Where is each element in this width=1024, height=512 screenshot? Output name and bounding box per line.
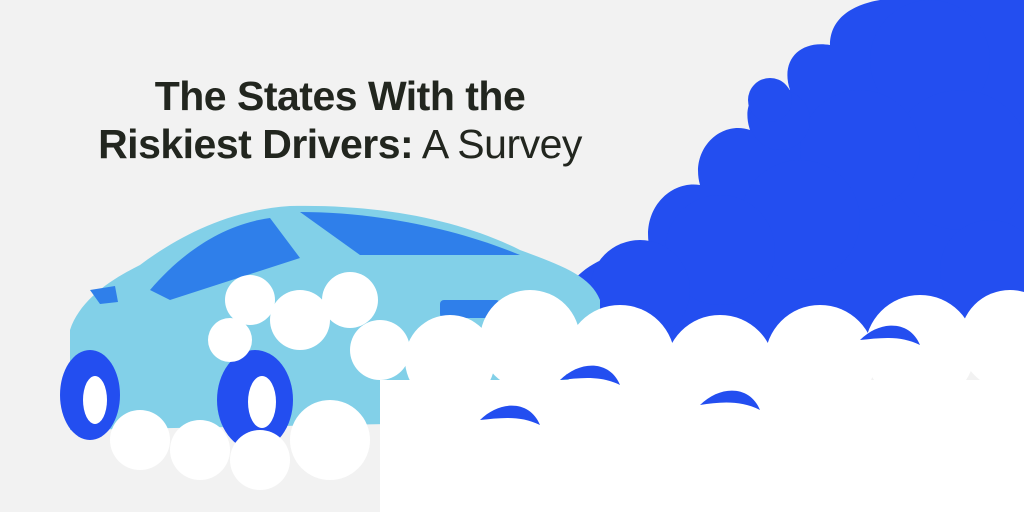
blue-smoke-accents <box>480 325 920 425</box>
title-line-2: Riskiest Drivers: A Survey <box>60 120 620 168</box>
car-taillight <box>440 300 500 318</box>
page-title: The States With the Riskiest Drivers: A … <box>60 72 620 168</box>
title-line-1: The States With the <box>154 73 526 119</box>
title-bold: Riskiest Drivers: <box>98 121 414 167</box>
white-smoke-cloud <box>110 272 1024 512</box>
blue-smoke-cloud <box>560 0 1024 360</box>
car-window-rear <box>300 212 520 255</box>
car-window-front <box>150 218 300 300</box>
title-regular: A Survey <box>421 121 583 167</box>
side-mirror <box>90 286 118 304</box>
